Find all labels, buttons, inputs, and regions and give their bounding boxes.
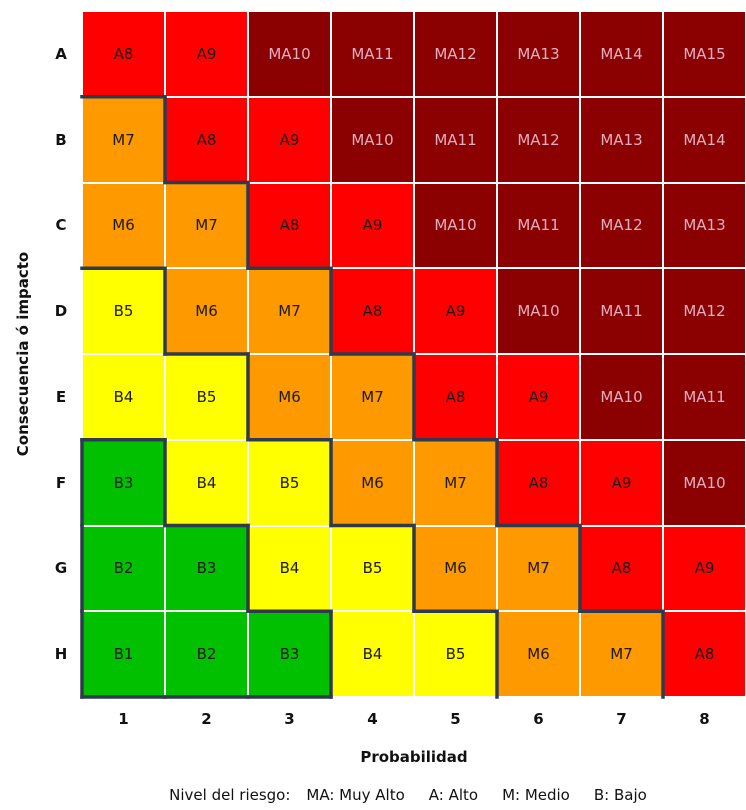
y-tick-label: C xyxy=(55,216,67,235)
matrix-cell: B3 xyxy=(248,611,331,697)
legend-title: Nivel del riesgo: xyxy=(169,786,291,804)
y-tick-label: A xyxy=(55,44,67,63)
y-tick-label: F xyxy=(55,473,67,492)
x-tick-label: 8 xyxy=(699,710,710,728)
matrix-cell: MA12 xyxy=(414,11,497,97)
y-axis-title: Consecuencia ó impacto xyxy=(8,0,38,810)
matrix-cell: M7 xyxy=(580,611,663,697)
matrix-cell: M7 xyxy=(414,439,497,526)
matrix-cell: B3 xyxy=(165,525,248,612)
x-tick-label: 7 xyxy=(616,710,627,728)
x-tick-label: 1 xyxy=(118,710,129,728)
matrix-cell: A9 xyxy=(497,354,580,440)
legend-item-b: B: Bajo xyxy=(593,786,647,804)
y-tick-label: G xyxy=(54,559,68,578)
matrix-cell: A9 xyxy=(248,96,331,183)
matrix-cell: A9 xyxy=(331,182,414,269)
matrix-cell: MA15 xyxy=(663,11,746,97)
matrix-cell: M6 xyxy=(82,182,165,269)
matrix-cell: MA10 xyxy=(414,182,497,269)
matrix-cell: A8 xyxy=(497,439,580,526)
matrix-cell: MA13 xyxy=(497,11,580,97)
y-axis-title-text: Consecuencia ó impacto xyxy=(14,251,32,457)
matrix-cell: B3 xyxy=(82,439,165,526)
matrix-cell: B4 xyxy=(82,354,165,440)
matrix-cell: M6 xyxy=(165,268,248,354)
matrix-cell: M6 xyxy=(331,439,414,526)
matrix-cell: B5 xyxy=(82,268,165,354)
matrix-cell: MA10 xyxy=(497,268,580,354)
matrix-cell: MA11 xyxy=(414,96,497,183)
matrix-cell: A8 xyxy=(165,96,248,183)
matrix-cell: MA11 xyxy=(580,268,663,354)
matrix-cell: M7 xyxy=(497,525,580,612)
matrix-cell: A9 xyxy=(580,439,663,526)
matrix-cell: MA14 xyxy=(580,11,663,97)
matrix-cell: MA11 xyxy=(331,11,414,97)
x-tick-label: 2 xyxy=(201,710,212,728)
matrix-cell: MA12 xyxy=(580,182,663,269)
matrix-cell: MA13 xyxy=(663,182,746,269)
x-axis-title: Probabilidad xyxy=(360,748,468,766)
matrix-cell: M7 xyxy=(331,354,414,440)
matrix-cell: MA12 xyxy=(663,268,746,354)
matrix-cell: B4 xyxy=(165,439,248,526)
x-tick-label: 6 xyxy=(533,710,544,728)
legend-item-ma: MA: Muy Alto xyxy=(306,786,405,804)
matrix-cell: MA10 xyxy=(663,439,746,526)
matrix-cell: MA10 xyxy=(331,96,414,183)
matrix-cell: MA10 xyxy=(248,11,331,97)
matrix-cell: M7 xyxy=(248,268,331,354)
matrix-cell: B5 xyxy=(331,525,414,612)
matrix-cell: B1 xyxy=(82,611,165,697)
matrix-cell: B4 xyxy=(248,525,331,612)
matrix-cell: B2 xyxy=(82,525,165,612)
y-tick-label: E xyxy=(55,387,67,406)
matrix-cell: A8 xyxy=(82,11,165,97)
x-tick-label: 3 xyxy=(284,710,295,728)
matrix-cell: M6 xyxy=(497,611,580,697)
y-tick-label: H xyxy=(54,645,68,664)
matrix-cell: MA10 xyxy=(580,354,663,440)
matrix-cell: B5 xyxy=(165,354,248,440)
matrix-cell: B4 xyxy=(331,611,414,697)
matrix-cell: A8 xyxy=(248,182,331,269)
matrix-cell: A8 xyxy=(331,268,414,354)
matrix-cell: M6 xyxy=(414,525,497,612)
matrix-cell: MA12 xyxy=(497,96,580,183)
matrix-cell: A9 xyxy=(165,11,248,97)
matrix-cell: M7 xyxy=(165,182,248,269)
matrix-cell: MA11 xyxy=(497,182,580,269)
y-tick-label: D xyxy=(54,302,68,321)
matrix-cell: B5 xyxy=(414,611,497,697)
matrix-cell: MA13 xyxy=(580,96,663,183)
y-tick-label: B xyxy=(55,130,67,149)
matrix-cell: A8 xyxy=(414,354,497,440)
matrix-cell: MA11 xyxy=(663,354,746,440)
matrix-cell: B5 xyxy=(248,439,331,526)
matrix-cell: A8 xyxy=(663,611,746,697)
matrix-cell: B2 xyxy=(165,611,248,697)
legend-item-m: M: Medio xyxy=(502,786,570,804)
risk-matrix: A8 A9 MA10 MA11 MA12 MA13 MA14 MA15 M7 A8 A9 MA10 MA… xyxy=(82,11,746,697)
legend-item-a: A: Alto xyxy=(428,786,479,804)
matrix-cell: A9 xyxy=(414,268,497,354)
x-tick-label: 4 xyxy=(367,710,378,728)
matrix-cell: A9 xyxy=(663,525,746,612)
matrix-cell: A8 xyxy=(580,525,663,612)
matrix-cell: M6 xyxy=(248,354,331,440)
matrix-cell: M7 xyxy=(82,96,165,183)
x-tick-label: 5 xyxy=(450,710,461,728)
legend: Nivel del riesgo: MA: Muy Alto A: Alto M: M… xyxy=(82,786,746,804)
matrix-cell: MA14 xyxy=(663,96,746,183)
